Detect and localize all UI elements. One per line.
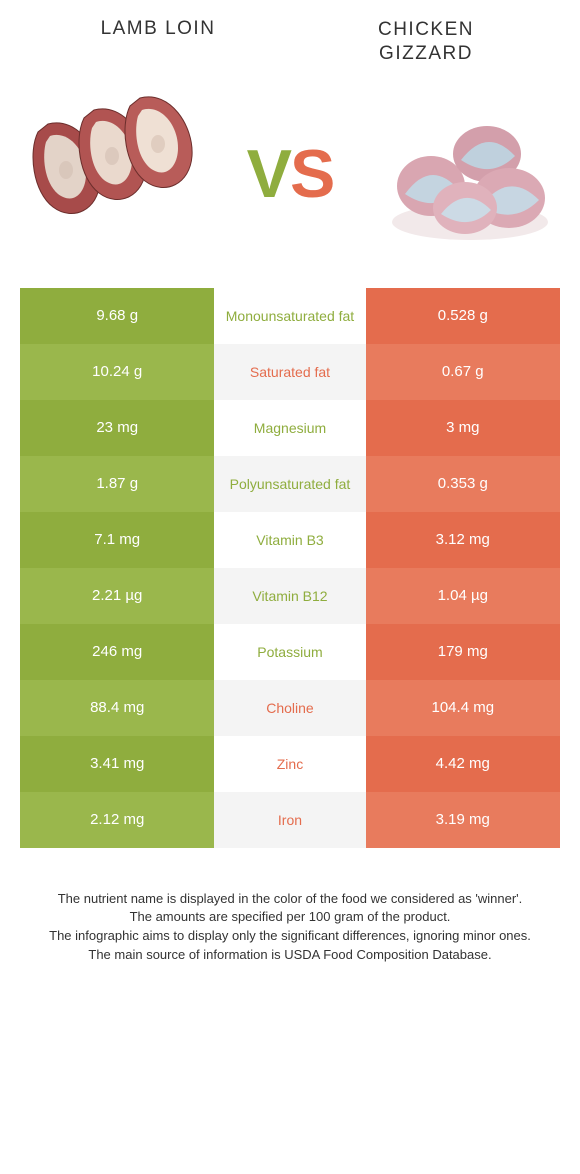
table-row: 246 mgPotassium179 mg (20, 624, 560, 680)
left-value: 10.24 g (20, 344, 214, 400)
table-row: 3.41 mgZinc4.42 mg (20, 736, 560, 792)
left-food-title: Lamb loin (20, 18, 292, 66)
right-value: 0.67 g (366, 344, 560, 400)
left-value: 7.1 mg (20, 512, 214, 568)
table-row: 1.87 gPolyunsaturated fat0.353 g (20, 456, 560, 512)
nutrient-label: Polyunsaturated fat (214, 456, 365, 512)
left-value: 88.4 mg (20, 680, 214, 736)
titles-row: Lamb loin ChickenGizzard (20, 18, 560, 66)
left-value: 1.87 g (20, 456, 214, 512)
left-value: 23 mg (20, 400, 214, 456)
right-value: 3.19 mg (366, 792, 560, 848)
hero-row: VS (20, 74, 560, 274)
table-row: 2.21 µgVitamin B121.04 µg (20, 568, 560, 624)
nutrient-label: Choline (214, 680, 365, 736)
nutrient-label: Zinc (214, 736, 365, 792)
chicken-gizzard-icon (375, 94, 560, 254)
left-value: 246 mg (20, 624, 214, 680)
lamb-loin-icon (20, 94, 205, 254)
nutrient-label: Vitamin B12 (214, 568, 365, 624)
table-row: 10.24 gSaturated fat0.67 g (20, 344, 560, 400)
infographic-container: Lamb loin ChickenGizzard (0, 0, 580, 985)
right-food-title: ChickenGizzard (292, 18, 560, 66)
right-value: 3 mg (366, 400, 560, 456)
right-food-illustration (375, 94, 560, 254)
table-row: 9.68 gMonounsaturated fat0.528 g (20, 288, 560, 344)
table-row: 23 mgMagnesium3 mg (20, 400, 560, 456)
nutrient-label: Potassium (214, 624, 365, 680)
nutrient-label: Magnesium (214, 400, 365, 456)
left-value: 2.21 µg (20, 568, 214, 624)
left-value: 9.68 g (20, 288, 214, 344)
right-value: 104.4 mg (366, 680, 560, 736)
right-value: 179 mg (366, 624, 560, 680)
right-value: 3.12 mg (366, 512, 560, 568)
table-row: 2.12 mgIron3.19 mg (20, 792, 560, 848)
nutrient-label: Saturated fat (214, 344, 365, 400)
nutrient-label: Iron (214, 792, 365, 848)
nutrient-label: Monounsaturated fat (214, 288, 365, 344)
right-value: 1.04 µg (366, 568, 560, 624)
right-value: 4.42 mg (366, 736, 560, 792)
table-row: 88.4 mgCholine104.4 mg (20, 680, 560, 736)
right-value: 0.353 g (366, 456, 560, 512)
vs-label: VS (247, 135, 334, 213)
left-food-illustration (20, 94, 205, 254)
table-row: 7.1 mgVitamin B33.12 mg (20, 512, 560, 568)
left-value: 2.12 mg (20, 792, 214, 848)
nutrient-label: Vitamin B3 (214, 512, 365, 568)
comparison-table: 9.68 gMonounsaturated fat0.528 g10.24 gS… (20, 288, 560, 848)
left-value: 3.41 mg (20, 736, 214, 792)
right-value: 0.528 g (366, 288, 560, 344)
disclaimer-text: The nutrient name is displayed in the co… (20, 890, 560, 965)
